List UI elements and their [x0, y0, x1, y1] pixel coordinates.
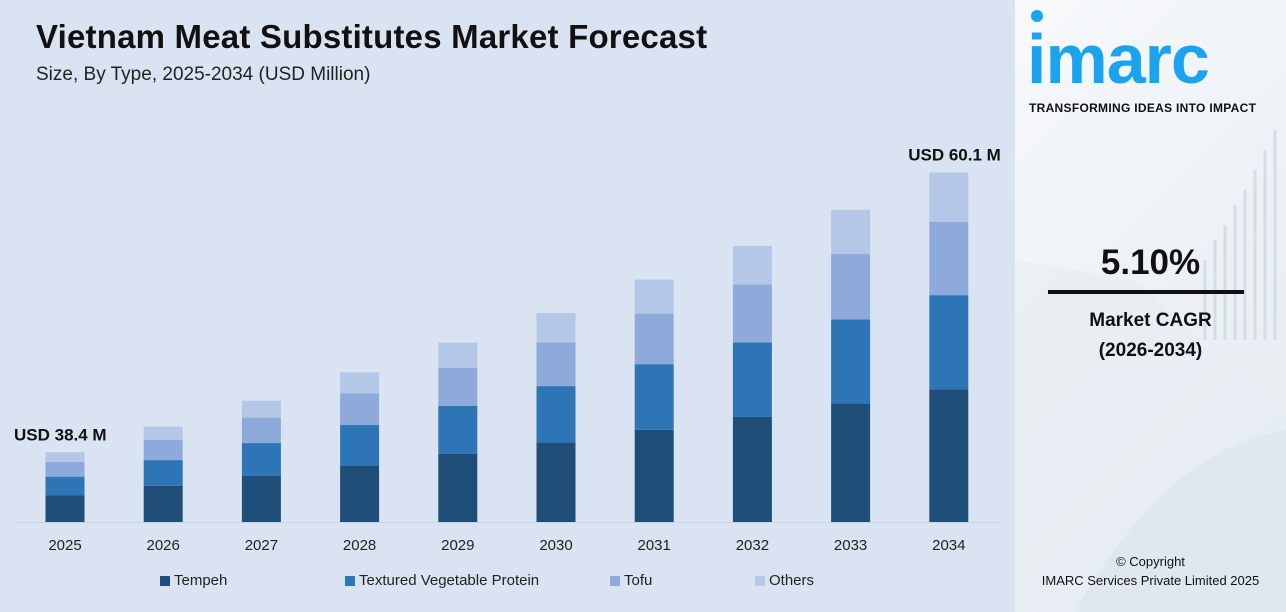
cagr-period: (2026-2034) [1098, 340, 1203, 361]
bar-segment-textured-vegetable-protein-2031 [634, 364, 674, 430]
bar-segment-tofu-2025 [45, 461, 85, 477]
bar-segment-others-2029 [438, 342, 478, 368]
bar-segment-textured-vegetable-protein-2025 [45, 476, 85, 496]
stacked-bar-chart: 2025 2026 2027 2028 2029 2030 2031 2032 2033 2034… [14, 145, 1001, 554]
bar-segment-others-2031 [634, 279, 674, 314]
bar-segment-tofu-2034 [929, 221, 969, 296]
x-tick-label: 2034 [932, 537, 965, 554]
bar-segment-others-2033 [831, 209, 871, 255]
bar-segment-tofu-2033 [831, 254, 871, 320]
bar-segment-textured-vegetable-protein-2026 [143, 460, 183, 486]
bar-segment-tofu-2026 [143, 440, 183, 461]
bar-segment-others-2032 [732, 245, 772, 285]
chart-title: Vietnam Meat Substitutes Market Forecast [36, 18, 708, 55]
legend-item: Textured Vegetable Protein [345, 572, 610, 589]
bar-segment-tempeh-2027 [241, 475, 281, 522]
x-tick-label: 2030 [539, 537, 572, 554]
cagr-label: Market CAGR [1089, 310, 1212, 331]
bar-segment-tofu-2032 [732, 284, 772, 343]
x-tick-label: 2027 [245, 537, 278, 554]
bar-segment-tempeh-2031 [634, 429, 674, 522]
x-tick-label: 2033 [834, 537, 867, 554]
legend-label: Others [769, 572, 815, 589]
bar-segment-tofu-2031 [634, 313, 674, 365]
bar-segment-tempeh-2032 [732, 416, 772, 522]
legend: Tempeh Textured Vegetable Protein Tofu Othe… [160, 572, 814, 589]
x-tick-label: 2025 [48, 537, 81, 554]
legend-swatch [160, 575, 170, 586]
total-annotation: USD 60.1 M [908, 145, 1001, 164]
bar-segment-textured-vegetable-protein-2032 [732, 342, 772, 417]
brand-tagline: TRANSFORMING IDEAS INTO IMPACT [1029, 101, 1257, 115]
bar-segment-tofu-2030 [536, 342, 576, 387]
imarc-logo: imarc [1027, 20, 1210, 98]
background-decoration [1015, 130, 1286, 612]
legend-swatch [755, 575, 765, 586]
legend-item: Tempeh [160, 572, 345, 589]
bar-segment-tofu-2027 [241, 417, 281, 444]
legend-label: Tofu [624, 572, 653, 589]
info-panel: imarc TRANSFORMING IDEAS INTO IMPACT 5.1… [1015, 0, 1286, 612]
bar-segment-others-2026 [143, 426, 183, 441]
bar-segment-tempeh-2025 [45, 495, 85, 522]
copyright: © Copyright [1116, 554, 1185, 569]
x-tick-label: 2028 [343, 537, 376, 554]
legend-label: Tempeh [174, 572, 228, 589]
bar-segment-textured-vegetable-protein-2030 [536, 386, 576, 443]
bar-segment-tempeh-2034 [929, 389, 969, 522]
cagr-divider [1048, 290, 1244, 294]
chart-area: Vietnam Meat Substitutes Market Forecast… [14, 18, 1001, 589]
bar-segment-tempeh-2030 [536, 442, 576, 522]
bar-segment-tempeh-2029 [438, 453, 478, 522]
bar-segment-tempeh-2033 [831, 403, 871, 522]
bar-segment-others-2028 [340, 372, 380, 394]
bar-segment-others-2027 [241, 400, 281, 418]
bar-segment-tofu-2029 [438, 367, 478, 406]
bar-segment-others-2025 [45, 452, 85, 462]
x-tick-label: 2026 [147, 537, 180, 554]
logo-dot [1031, 10, 1043, 22]
legend-item: Tofu [610, 572, 755, 589]
bar-segment-textured-vegetable-protein-2027 [241, 443, 281, 476]
bar-segment-textured-vegetable-protein-2033 [831, 319, 871, 404]
company-name: IMARC Services Private Limited 2025 [1041, 573, 1260, 588]
chart-subtitle: Size, By Type, 2025-2034 (USD Million) [36, 64, 371, 85]
bar-segment-tempeh-2026 [143, 485, 183, 522]
bar-segment-textured-vegetable-protein-2034 [929, 295, 969, 390]
bar-segment-others-2034 [929, 172, 969, 222]
x-tick-label: 2031 [638, 537, 671, 554]
legend-swatch [345, 575, 355, 586]
bar-segment-textured-vegetable-protein-2028 [340, 425, 380, 466]
legend-item: Others [755, 572, 814, 589]
bar-segment-textured-vegetable-protein-2029 [438, 405, 478, 454]
legend-label: Textured Vegetable Protein [359, 572, 540, 589]
bar-segment-tempeh-2028 [340, 465, 380, 522]
x-tick-label: 2032 [736, 537, 769, 554]
bar-segment-tofu-2028 [340, 393, 380, 426]
total-annotation: USD 38.4 M [14, 425, 107, 444]
cagr-value: 5.10% [1100, 243, 1201, 282]
legend-swatch [610, 575, 620, 586]
bar-segment-others-2030 [536, 313, 576, 343]
x-tick-label: 2029 [441, 537, 474, 554]
